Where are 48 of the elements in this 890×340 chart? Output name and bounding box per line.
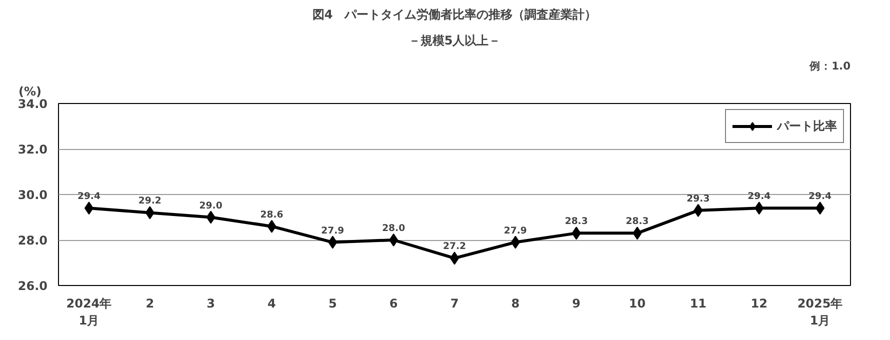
point	[389, 234, 398, 246]
chart-subtitle: －規模5人以上－	[408, 34, 501, 48]
text: 28.3	[626, 216, 649, 228]
x-tick-label: 7	[450, 296, 459, 310]
point	[328, 236, 338, 249]
text: 29.3	[686, 193, 710, 204]
legend-label: パート比率	[777, 118, 837, 134]
point	[510, 236, 520, 249]
y-tick-label: 32.0	[18, 142, 48, 156]
y-tick-label: 28.0	[18, 234, 48, 248]
text: 29.4	[748, 191, 771, 202]
x-tick-label: 12	[750, 296, 768, 310]
chart-title: 図4 パートタイム労働者比率の推移（調査産業計）	[312, 8, 597, 22]
x-tick-label: 11	[690, 296, 707, 310]
x-tick-label: 2024年 1月	[66, 296, 112, 328]
y-tick-label: 34.0	[18, 97, 48, 111]
x-tick-label: 10	[628, 296, 646, 310]
x-tick-label: 9	[572, 296, 581, 310]
y-axis-title: (%)	[18, 84, 42, 98]
point	[694, 204, 703, 217]
point	[572, 226, 581, 240]
text: 例：1.0	[808, 60, 851, 72]
point	[145, 206, 154, 220]
point	[754, 202, 764, 215]
x-tick-label: 6	[389, 296, 398, 310]
x-tick-label: 8	[511, 296, 520, 310]
x-tick-label: 2	[146, 296, 154, 310]
x-tick-label: 3	[206, 296, 215, 310]
text: 27.9	[321, 225, 344, 236]
point	[206, 210, 216, 224]
point	[84, 202, 94, 215]
text: 28.0	[382, 223, 406, 234]
y-tick-label: 30.0	[18, 188, 48, 202]
text: 29.4	[808, 191, 832, 202]
text: 28.6	[260, 209, 284, 220]
x-tick-label: 5	[328, 296, 337, 310]
text: 27.9	[504, 225, 527, 236]
x-tick-label: 4	[268, 296, 276, 310]
text: 27.2	[442, 241, 466, 252]
point	[816, 202, 825, 215]
text: 29.2	[138, 196, 162, 207]
text: 28.3	[564, 216, 588, 228]
text: 29.4	[77, 191, 100, 202]
point	[632, 226, 642, 240]
x-tick-label: 2025年 1月	[797, 296, 843, 328]
y-tick-label: 26.0	[18, 279, 48, 293]
point	[267, 220, 276, 233]
text: 29.0	[199, 200, 222, 212]
